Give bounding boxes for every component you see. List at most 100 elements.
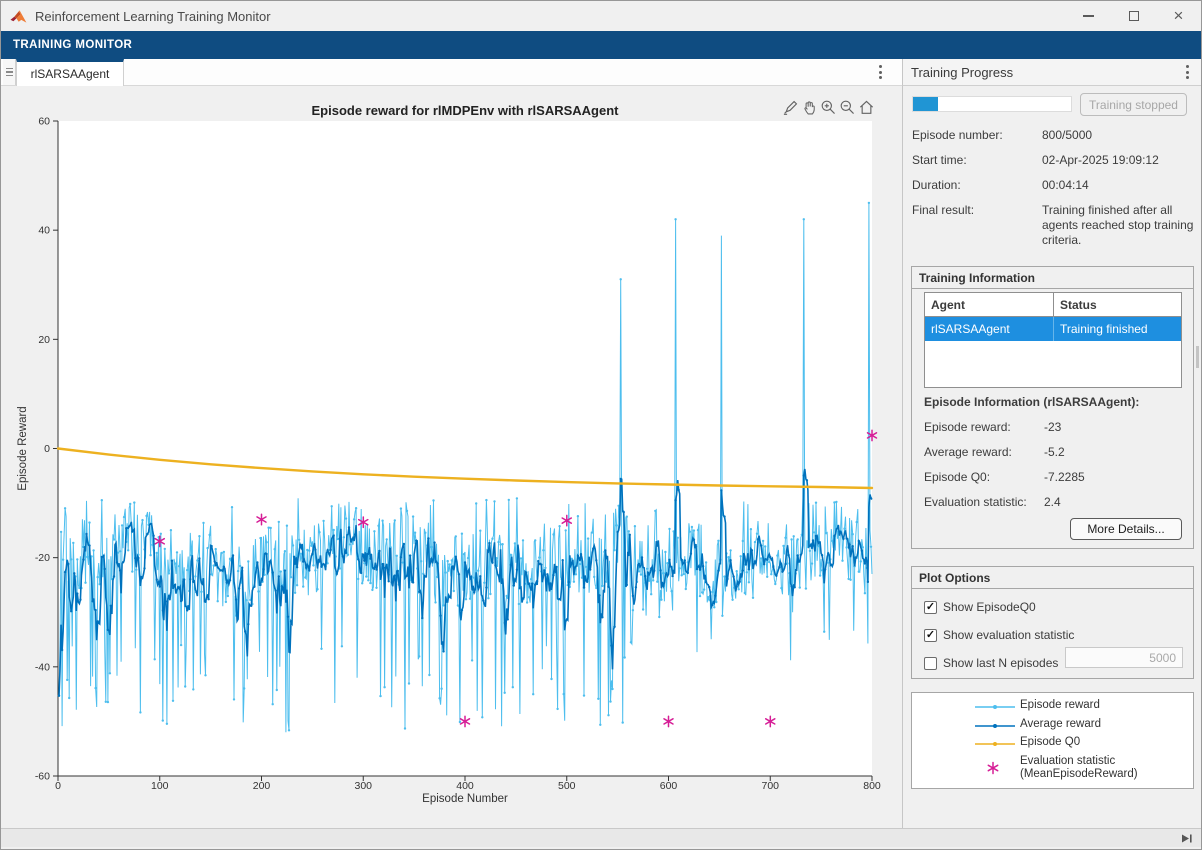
training-stopped-button: Training stopped (1080, 93, 1187, 116)
field-label: Evaluation statistic: (924, 495, 1027, 509)
svg-text:0: 0 (44, 443, 50, 455)
field-label: Duration: (912, 178, 1037, 192)
checkbox-show-episodeq0[interactable]: ✓ Show EpisodeQ0 (924, 599, 1036, 615)
status-bar (1, 828, 1201, 847)
legend-entry-average-reward: Average reward (912, 717, 1193, 735)
tab-training-monitor[interactable]: TRAINING MONITOR (1, 39, 132, 51)
panel-options-kebab-icon[interactable] (1179, 62, 1195, 82)
more-details-button[interactable]: More Details... (1070, 518, 1182, 540)
titlebar: Reinforcement Learning Training Monitor … (1, 1, 1201, 31)
svg-text:20: 20 (38, 334, 50, 346)
legend-label: Evaluation statistic (MeanEpisodeReward) (1020, 755, 1138, 781)
svg-text:700: 700 (761, 780, 779, 792)
close-icon: × (1174, 7, 1184, 24)
column-header-status: Status (1054, 293, 1181, 316)
legend-label: Episode reward (1020, 699, 1100, 711)
checkbox-label: Show EpisodeQ0 (943, 600, 1036, 614)
panel-title: Training Progress (911, 65, 1013, 80)
checkbox-icon: ✓ (924, 601, 937, 614)
field-label: Episode Q0: (924, 470, 990, 484)
field-value: 2.4 (1044, 495, 1061, 509)
training-progress-panel: Training stopped Episode number: 800/500… (902, 86, 1202, 828)
cell-agent: rlSARSAAgent (925, 317, 1054, 341)
pan-hand-icon[interactable] (800, 97, 818, 117)
training-information-section: Training Information Agent Status rlSARS… (911, 266, 1194, 549)
svg-text:800: 800 (863, 780, 881, 792)
plot-options-section: Plot Options ✓ Show EpisodeQ0 ✓ Show eva… (911, 566, 1194, 679)
svg-text:-60: -60 (35, 771, 50, 783)
maximize-button[interactable] (1111, 1, 1156, 31)
matlab-logo-icon (10, 9, 27, 24)
agent-status-table: Agent Status rlSARSAAgent Training finis… (924, 292, 1182, 388)
svg-text:Episode Number: Episode Number (422, 793, 508, 805)
field-value: Training finished after all agents reach… (1042, 203, 1197, 248)
average-reward-line-sample-icon (974, 720, 1016, 735)
axes-toolbar (781, 97, 875, 117)
svg-text:600: 600 (660, 780, 678, 792)
toolstrip: TRAINING MONITOR (1, 31, 1201, 59)
section-title: Training Information (912, 267, 1193, 289)
svg-text:Episode Reward: Episode Reward (17, 406, 29, 490)
field-value: -5.2 (1044, 445, 1065, 459)
svg-text:100: 100 (151, 780, 169, 792)
section-title: Plot Options (912, 567, 1193, 589)
svg-text:-20: -20 (35, 552, 50, 564)
field-label: Start time: (912, 153, 1037, 167)
svg-text:400: 400 (456, 780, 474, 792)
cell-status: Training finished (1054, 317, 1181, 341)
training-plot-canvas[interactable]: 0 100 200 300 400 500 600 700 800 -60 -40 -20 0 20 40 6… (1, 86, 902, 828)
svg-text:40: 40 (38, 225, 50, 237)
field-value: 00:04:14 (1042, 178, 1197, 193)
expand-panel-icon[interactable] (1180, 832, 1193, 845)
svg-text:300: 300 (354, 780, 372, 792)
svg-text:0: 0 (55, 780, 61, 792)
edit-plot-icon[interactable] (781, 97, 799, 117)
field-label: Final result: (912, 203, 1037, 217)
field-value: -23 (1044, 420, 1061, 434)
progress-fill (913, 97, 938, 111)
field-label: Average reward: (924, 445, 1012, 459)
legend-label: Average reward (1020, 718, 1101, 730)
training-progress-bar (912, 96, 1072, 112)
field-value: 02-Apr-2025 19:09:12 (1042, 153, 1197, 168)
checkbox-show-evaluation-statistic[interactable]: ✓ Show evaluation statistic (924, 627, 1074, 643)
evaluation-statistic-asterisk-icon (986, 761, 1000, 778)
tab-options-kebab-icon[interactable] (872, 62, 888, 82)
svg-text:200: 200 (253, 780, 271, 792)
window-controls: × (1066, 1, 1201, 31)
document-tab-bar: rlSARSAAgent (1, 59, 902, 86)
checkbox-show-last-n-episodes[interactable]: Show last N episodes (924, 655, 1058, 671)
checkbox-label: Show evaluation statistic (943, 628, 1074, 642)
plot-panel: 0 100 200 300 400 500 600 700 800 -60 -40 -20 0 20 40 6… (1, 86, 902, 828)
tab-rlsarsaagent[interactable]: rlSARSAAgent (16, 59, 124, 86)
close-button[interactable]: × (1156, 1, 1201, 31)
checkbox-label: Show last N episodes (943, 656, 1058, 670)
svg-text:-40: -40 (35, 661, 50, 673)
svg-text:60: 60 (38, 116, 50, 128)
field-label: Episode number: (912, 128, 1037, 142)
panel-scrollbar[interactable] (1196, 346, 1199, 368)
svg-text:500: 500 (558, 780, 576, 792)
svg-text:Episode reward for rlMDPEnv wi: Episode reward for rlMDPEnv with rlSARSA… (312, 103, 620, 118)
home-restore-view-icon[interactable] (857, 97, 875, 117)
checkbox-icon (924, 657, 937, 670)
tab-list-menu-icon[interactable] (3, 59, 16, 85)
maximize-icon (1129, 11, 1139, 21)
table-row-selected[interactable]: rlSARSAAgent Training finished (925, 317, 1181, 341)
zoom-out-icon[interactable] (838, 97, 856, 117)
episode-q0-line-sample-icon (974, 738, 1016, 753)
minimize-button[interactable] (1066, 1, 1111, 31)
legend-entry-episode-q0: Episode Q0 (912, 735, 1193, 753)
n-episodes-input (1065, 647, 1183, 668)
table-header-row: Agent Status (925, 293, 1181, 317)
plot-legend: Episode reward Average reward Episode Q0 (911, 692, 1194, 789)
field-value: -7.2285 (1044, 470, 1085, 484)
training-progress-header: Training Progress (902, 59, 1202, 86)
zoom-in-icon[interactable] (819, 97, 837, 117)
minimize-icon (1083, 15, 1094, 17)
episode-reward-line-sample-icon (974, 701, 1016, 716)
app-window: Reinforcement Learning Training Monitor … (0, 0, 1202, 850)
field-label: Episode reward: (924, 420, 1011, 434)
checkbox-icon: ✓ (924, 629, 937, 642)
legend-entry-episode-reward: Episode reward (912, 698, 1193, 716)
